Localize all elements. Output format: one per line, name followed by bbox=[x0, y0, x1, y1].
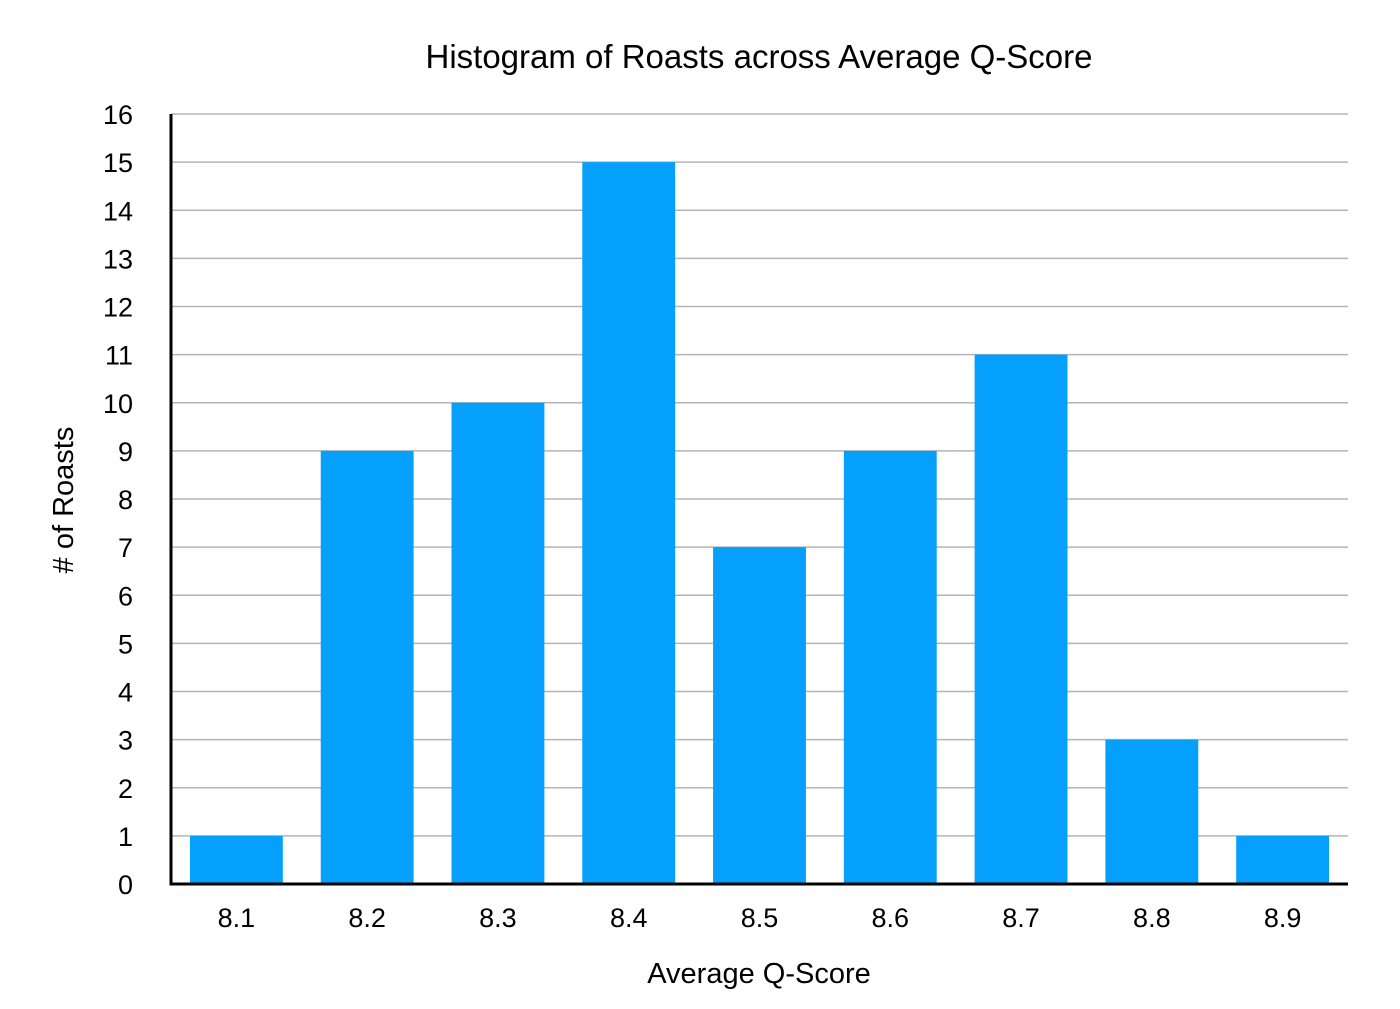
y-tick-label: 2 bbox=[118, 774, 133, 804]
y-tick-label: 12 bbox=[103, 293, 133, 323]
x-tick-labels: 8.1 8.2 8.3 8.4 8.5 8.6 8.7 8.8 8.9 bbox=[218, 903, 1302, 933]
y-tick-label: 1 bbox=[118, 822, 133, 852]
y-axis-label: # of Roasts bbox=[48, 427, 80, 574]
x-axis-label: Average Q-Score bbox=[647, 958, 871, 990]
x-tick-label: 8.6 bbox=[872, 903, 910, 933]
y-tick-label: 11 bbox=[105, 341, 133, 371]
bar-8.8 bbox=[1105, 739, 1199, 884]
y-tick-label: 0 bbox=[118, 870, 133, 900]
y-tick-label: 16 bbox=[103, 100, 133, 130]
y-tick-label: 13 bbox=[103, 244, 133, 274]
bar-8.2 bbox=[320, 450, 414, 884]
bar-8.1 bbox=[189, 835, 283, 884]
x-tick-label: 8.1 bbox=[218, 903, 256, 933]
bar-8.9 bbox=[1236, 835, 1330, 884]
y-tick-label: 15 bbox=[103, 148, 133, 178]
bar-8.3 bbox=[451, 402, 545, 884]
y-tick-label: 6 bbox=[118, 581, 133, 611]
bar-8.5 bbox=[713, 547, 806, 884]
chart-title: Histogram of Roasts across Average Q-Sco… bbox=[426, 38, 1093, 75]
x-tick-label: 8.5 bbox=[741, 903, 779, 933]
x-tick-label: 8.2 bbox=[348, 903, 386, 933]
y-tick-label: 9 bbox=[118, 437, 133, 467]
y-tick-label: 4 bbox=[118, 678, 133, 708]
x-tick-label: 8.8 bbox=[1133, 903, 1171, 933]
x-tick-label: 8.4 bbox=[610, 903, 648, 933]
x-tick-label: 8.3 bbox=[479, 903, 517, 933]
y-tick-label: 5 bbox=[118, 629, 133, 659]
bar-8.6 bbox=[843, 450, 937, 884]
y-tick-label: 3 bbox=[118, 726, 133, 756]
y-tick-label: 8 bbox=[118, 485, 133, 515]
bar-8.7 bbox=[974, 354, 1068, 884]
bars bbox=[189, 162, 1330, 884]
x-tick-label: 8.7 bbox=[1002, 903, 1040, 933]
y-tick-label: 7 bbox=[118, 533, 133, 563]
x-tick-label: 8.9 bbox=[1264, 903, 1302, 933]
y-tick-label: 14 bbox=[103, 196, 133, 226]
y-tick-label: 10 bbox=[103, 389, 133, 419]
bar-8.4 bbox=[582, 162, 676, 884]
